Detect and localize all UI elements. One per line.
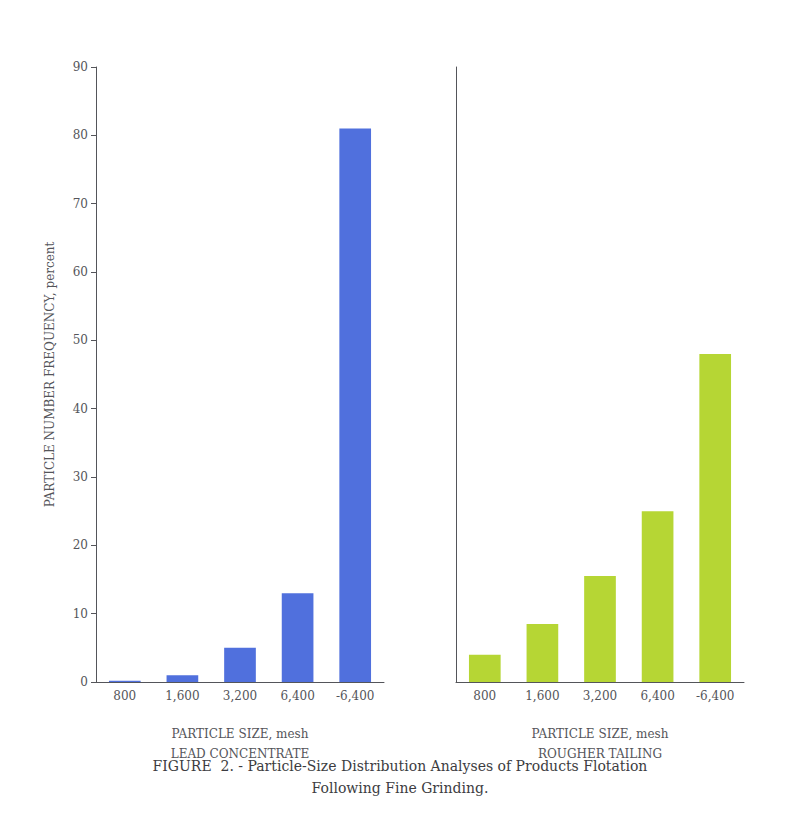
svg-text:3,200: 3,200 bbox=[223, 689, 257, 703]
svg-text:50: 50 bbox=[73, 333, 88, 347]
svg-text:1,600: 1,600 bbox=[525, 689, 559, 703]
svg-text:6,400: 6,400 bbox=[280, 689, 314, 703]
svg-text:10: 10 bbox=[73, 607, 88, 621]
svg-text:PARTICLE SIZE, mesh: PARTICLE SIZE, mesh bbox=[172, 727, 309, 741]
svg-text:60: 60 bbox=[73, 265, 88, 279]
svg-text:-6,400: -6,400 bbox=[336, 689, 374, 703]
svg-text:1,600: 1,600 bbox=[165, 689, 199, 703]
svg-text:40: 40 bbox=[73, 402, 88, 416]
svg-text:3,200: 3,200 bbox=[583, 689, 617, 703]
svg-text:Following Fine Grinding.: Following Fine Grinding. bbox=[312, 780, 489, 796]
svg-text:30: 30 bbox=[73, 470, 88, 484]
svg-text:FIGURE 2. - Particle-Size Dis: FIGURE 2. - Particle-Size Distribution A… bbox=[153, 758, 648, 774]
svg-text:PARTICLE NUMBER FREQUENCY, per: PARTICLE NUMBER FREQUENCY, percent bbox=[43, 241, 57, 507]
svg-text:6,400: 6,400 bbox=[640, 689, 674, 703]
svg-text:LEAD CONCENTRATE: LEAD CONCENTRATE bbox=[170, 747, 310, 761]
svg-text:70: 70 bbox=[73, 197, 88, 211]
svg-text:20: 20 bbox=[73, 538, 88, 552]
svg-text:90: 90 bbox=[73, 60, 88, 74]
svg-text:ROUGHER TAILING: ROUGHER TAILING bbox=[537, 747, 663, 761]
svg-text:0: 0 bbox=[80, 675, 88, 689]
svg-text:-6,400: -6,400 bbox=[696, 689, 734, 703]
svg-text:80: 80 bbox=[73, 128, 88, 142]
svg-text:PARTICLE SIZE, mesh: PARTICLE SIZE, mesh bbox=[532, 727, 669, 741]
svg-text:800: 800 bbox=[473, 689, 496, 703]
svg-text:800: 800 bbox=[113, 689, 136, 703]
